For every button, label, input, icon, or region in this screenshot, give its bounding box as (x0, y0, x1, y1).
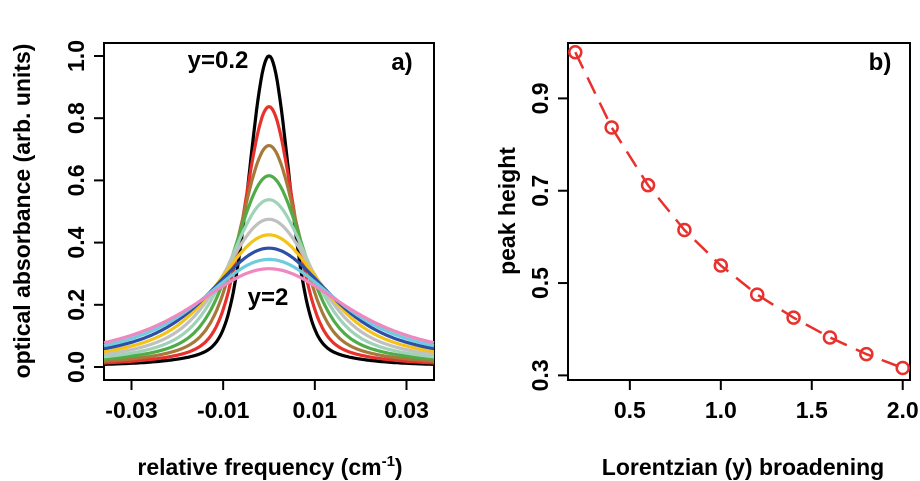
panel-b-x-tick-label: 1.0 (705, 397, 737, 423)
panel-b-x-tick-label: 0.5 (614, 397, 646, 423)
panel-b-label: b) (869, 49, 892, 76)
panel-b-x-axis-label: Lorentzian (y) broadening (602, 454, 884, 480)
x-axis-label-main: relative frequency (cm (137, 454, 381, 480)
x-axis-label-tail: ) (395, 454, 403, 480)
panel-a-y-ticks: 0.0 0.2 0.4 0.6 0.8 1.0 (63, 40, 104, 383)
panel-a-x-tick-label: -0.03 (105, 397, 157, 423)
panel-b-frame (567, 42, 911, 381)
panel-b-x-ticks: 0.5 1.0 1.5 2.0 (614, 380, 919, 423)
peak-height-point (568, 44, 583, 60)
panel-a-y-tick-label: 0.2 (63, 289, 89, 321)
panel-a-y-tick-label: 0.4 (63, 226, 89, 258)
panel-b-y-tick-label: 0.9 (527, 82, 553, 114)
panel-a-x-tick-label: -0.01 (197, 397, 250, 423)
peak-height-point (677, 222, 692, 238)
panel-a-x-tick-label: 0.03 (384, 397, 429, 423)
peak-height-point (749, 287, 765, 302)
panel-a-y-axis-label: optical absorbance (arb. units) (9, 44, 35, 379)
panel-b-y-tick-label: 0.7 (527, 175, 553, 207)
curve-y-1.4 (103, 233, 435, 354)
peak-height-point (713, 258, 729, 273)
panel-a-y-tick-label: 0.6 (63, 164, 89, 196)
curve-y-0.8 (103, 174, 435, 361)
panel-b-y-axis-label: peak height (494, 147, 520, 275)
peak-height-point (786, 310, 801, 325)
panel-a-curves (103, 54, 435, 366)
panel-a-y-tick-label: 0.0 (63, 351, 89, 383)
curve-y-0.6 (103, 144, 435, 363)
curve-y-1.6 (103, 246, 435, 351)
panel-a-y-tick-label: 1.0 (63, 40, 89, 72)
panel-a-label: a) (391, 49, 412, 76)
curve-y-0.4 (103, 105, 435, 365)
panel-a: -0.03 -0.01 0.01 0.03 0.0 0.2 0.4 0.6 0.8 1.0 a)… (9, 40, 435, 480)
panel-b-y-tick-label: 0.5 (527, 267, 553, 299)
curve-y-1.2 (103, 217, 435, 356)
peak-height-point (604, 120, 619, 135)
peak-height-point (822, 330, 838, 345)
curve-y-2 (103, 267, 435, 345)
peak-height-point (640, 177, 656, 193)
x-axis-label-superscript: -1 (382, 453, 395, 470)
panel-b-x-tick-label: 2.0 (887, 397, 919, 423)
annotation-y-min: y=0.2 (188, 47, 249, 74)
curve-y-1.8 (103, 257, 435, 348)
panel-b-y-ticks: 0.3 0.5 0.7 0.9 (527, 82, 568, 391)
panel-a-x-tick-label: 0.01 (292, 397, 337, 423)
annotation-y-max: y=2 (248, 284, 289, 311)
panel-b-y-tick-label: 0.3 (527, 359, 553, 391)
curve-y-1 (103, 198, 435, 359)
panel-a-y-tick-label: 0.8 (63, 102, 89, 134)
peak-height-line (574, 51, 904, 370)
curve-y-0.2 (103, 54, 435, 366)
peak-height-point (895, 360, 910, 376)
panel-b-series (568, 44, 910, 376)
peak-height-point (859, 346, 874, 362)
panel-a-x-axis-label: relative frequency (cm-1) (137, 453, 402, 480)
panel-b-x-tick-label: 1.5 (796, 397, 828, 423)
panel-a-x-ticks: -0.03 -0.01 0.01 0.03 (105, 380, 429, 423)
panel-b: 0.5 1.0 1.5 2.0 0.3 0.5 0.7 0.9 b) Lorentzian … (494, 42, 919, 480)
panel-a-frame (103, 42, 435, 381)
